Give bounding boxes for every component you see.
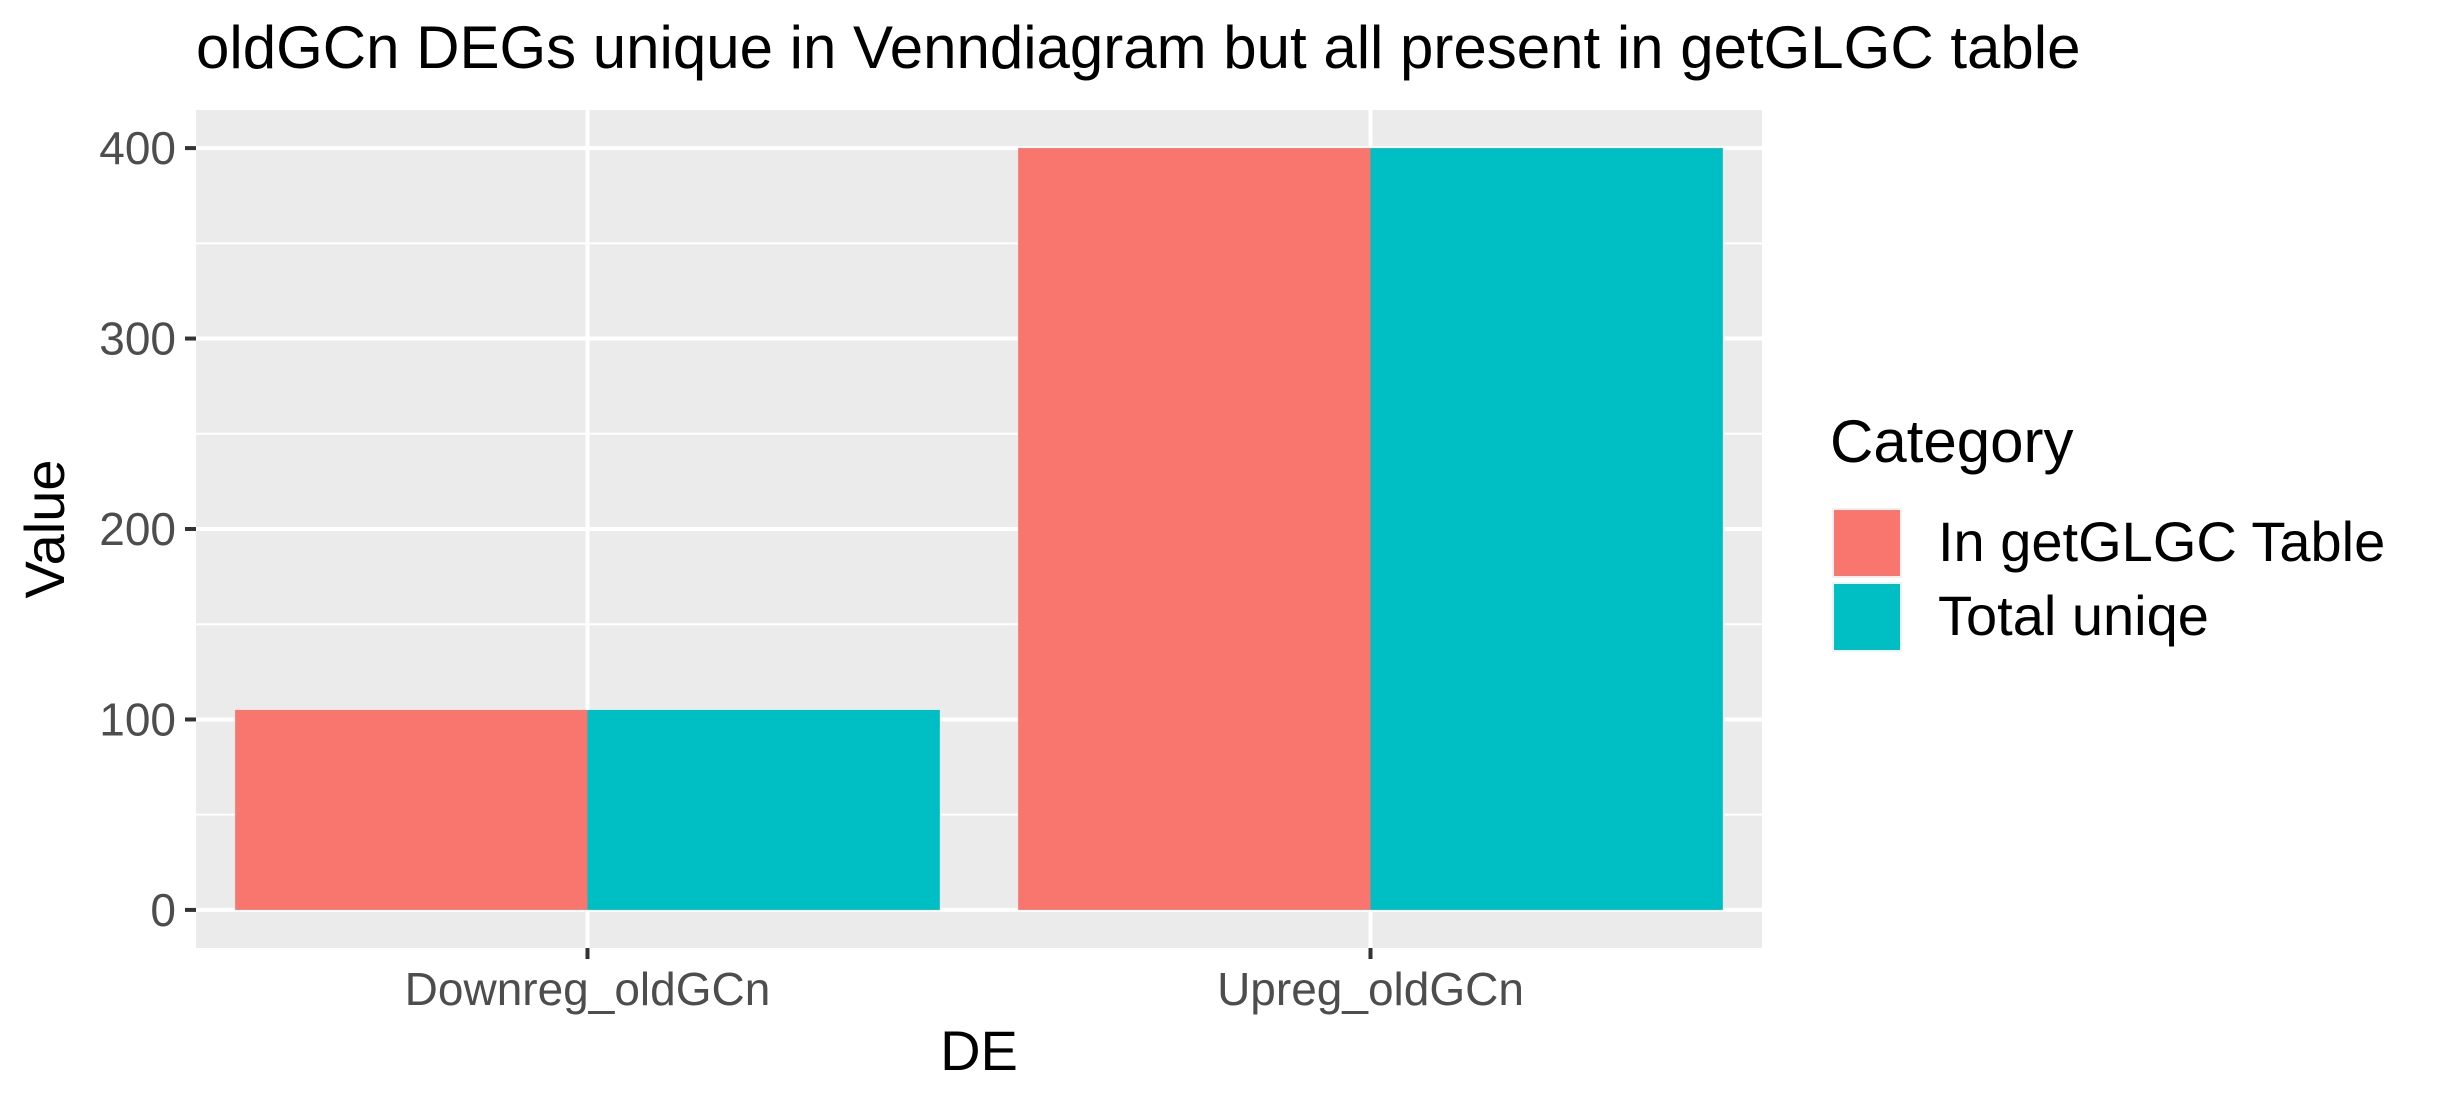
y-tick-label: 300	[99, 313, 176, 365]
legend-label-0: In getGLGC Table	[1938, 510, 2385, 573]
bar-Downreg_oldGCn-0	[235, 709, 588, 910]
axes: 0 100 200 300 400 Downreg_oldGCn Upreg_oldGCn	[99, 122, 1524, 1015]
bar-Upreg_oldGCn-0	[1018, 148, 1371, 910]
chart-title: oldGCn DEGs unique in Venndiagram but al…	[196, 14, 2080, 81]
x-tick-label: Upreg_oldGCn	[1217, 963, 1524, 1015]
legend-swatch-1	[1834, 584, 1900, 650]
legend-items: In getGLGC Table Total uniqe	[1832, 508, 2385, 652]
y-tick-label: 200	[99, 503, 176, 555]
bar-Downreg_oldGCn-1	[587, 709, 940, 910]
y-axis-title: Value	[13, 459, 76, 598]
y-tick-label: 100	[99, 693, 176, 745]
bars	[235, 148, 1723, 910]
y-tick-label: 400	[99, 122, 176, 174]
bar-Upreg_oldGCn-1	[1370, 148, 1723, 910]
legend: Category In getGLGC Table Total uniqe	[1830, 408, 2385, 652]
legend-label-1: Total uniqe	[1938, 584, 2209, 647]
legend-swatch-0	[1834, 510, 1900, 576]
legend-title: Category	[1830, 408, 2073, 475]
y-tick-label: 0	[150, 884, 176, 936]
x-tick-label: Downreg_oldGCn	[405, 963, 771, 1015]
x-axis-title: DE	[940, 1019, 1018, 1082]
